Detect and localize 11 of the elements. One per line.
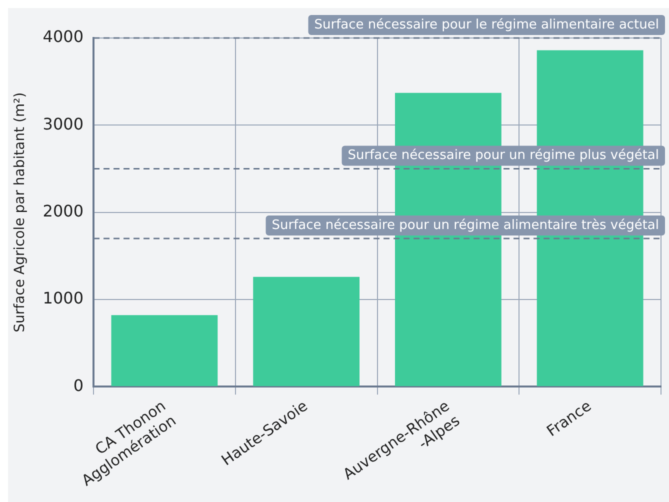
y-tick-label: 3000 [42,114,84,134]
bar [111,315,218,386]
ref-line-label: Surface nécessaire pour le régime alimentaire actuel [314,17,659,32]
y-tick-label: 4000 [42,27,84,46]
ref-line-label: Surface nécessaire pour un régime plus végétal [348,148,659,164]
y-axis-title: Surface Agricole par habitant (m²) [12,92,28,332]
y-tick-label: 2000 [42,201,84,220]
y-tick-label: 1000 [42,288,84,308]
y-tick-label: 0 [73,376,84,395]
bar [253,276,360,386]
ref-line-label: Surface nécessaire pour un régime alimentaire très végétal [272,218,659,233]
